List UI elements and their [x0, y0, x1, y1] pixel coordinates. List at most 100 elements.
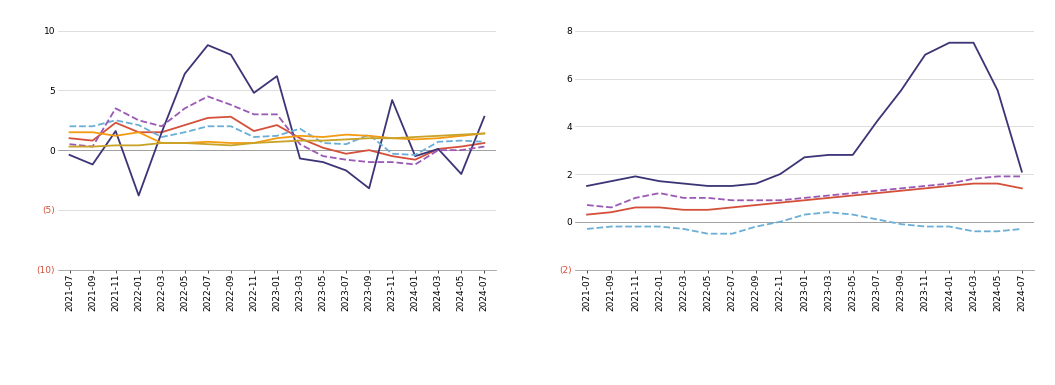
CPI:医疗保健:当月同比 — [846, 193, 859, 198]
CPI:食品:当月同比 — [63, 152, 76, 157]
CPI:消费品:当月同比 — [316, 154, 329, 159]
CPI:非食品:当月同比 — [225, 124, 237, 129]
CPI:医疗保健:医疗服务:当月同比 — [992, 174, 1004, 179]
CPI:非食品:当月同比 — [132, 123, 145, 127]
CPI:医疗保健:中药:当月同比 — [822, 152, 835, 157]
Line: CPI:服务:当月同比: CPI:服务:当月同比 — [70, 132, 484, 143]
CPI:医疗保健:中药:当月同比 — [967, 40, 980, 45]
CPI:食品:当月同比 — [202, 43, 214, 47]
CPI:消费品:当月同比 — [202, 94, 214, 99]
CPI:医疗保健:医疗服务:当月同比 — [726, 198, 738, 203]
CPI:医疗保健:当月同比 — [202, 142, 214, 147]
CPI:食品:当月同比 — [248, 90, 261, 95]
CPI:医疗保健:当月同比 — [340, 137, 352, 142]
CPI:服务:当月同比 — [455, 134, 467, 138]
CPI:消费品:当月同比 — [225, 102, 237, 107]
CPI:医疗保健:西药:当月同比 — [629, 224, 641, 229]
CPI:非食品:当月同比 — [293, 126, 306, 131]
CPI:医疗保健:中药:当月同比 — [605, 179, 617, 184]
Line: CPI:食品:当月同比: CPI:食品:当月同比 — [70, 45, 484, 196]
CPI:医疗保健:中药:当月同比 — [919, 52, 932, 57]
CPI:服务:当月同比 — [478, 131, 491, 136]
CPI:医疗保健:西药:当月同比 — [677, 227, 690, 231]
CPI:食品:当月同比 — [87, 162, 99, 167]
CPI:医疗保健:中药:当月同比 — [653, 179, 666, 184]
CPI:消费品:当月同比 — [87, 144, 99, 149]
CPI:医疗保健:西药:当月同比 — [605, 224, 617, 229]
CPI:医疗保健:当月同比 — [132, 143, 145, 148]
CPI:医疗保健:医疗服务:当月同比 — [895, 186, 907, 191]
CPI:消费品:当月同比 — [110, 106, 122, 111]
CPI:医疗保健:当月同比 — [580, 212, 593, 217]
CPI:食品:当月同比 — [293, 156, 306, 161]
CPI:当月同比 — [478, 141, 491, 145]
Line: CPI:医疗保健:医疗服务:当月同比: CPI:医疗保健:医疗服务:当月同比 — [587, 176, 1022, 208]
CPI:医疗保健:当月同比 — [110, 143, 122, 148]
CPI:医疗保健:医疗服务:当月同比 — [967, 176, 980, 181]
CPI:当月同比 — [63, 136, 76, 141]
CPI:服务:当月同比 — [202, 139, 214, 144]
CPI:医疗保健:当月同比 — [605, 210, 617, 214]
CPI:消费品:当月同比 — [478, 144, 491, 149]
CPI:医疗保健:当月同比 — [943, 184, 956, 188]
CPI:医疗保健:西药:当月同比 — [919, 224, 932, 229]
CPI:医疗保健:中药:当月同比 — [750, 181, 763, 186]
CPI:医疗保健:医疗服务:当月同比 — [653, 191, 666, 196]
CPI:医疗保健:当月同比 — [967, 181, 980, 186]
Line: CPI:医疗保健:当月同比: CPI:医疗保健:当月同比 — [587, 184, 1022, 214]
CPI:消费品:当月同比 — [248, 112, 261, 117]
CPI:非食品:当月同比 — [178, 130, 191, 135]
Line: CPI:非食品:当月同比: CPI:非食品:当月同比 — [70, 120, 484, 155]
CPI:医疗保健:西药:当月同比 — [774, 219, 787, 224]
CPI:医疗保健:西药:当月同比 — [726, 231, 738, 236]
CPI:消费品:当月同比 — [431, 148, 444, 152]
CPI:医疗保健:当月同比 — [63, 144, 76, 149]
CPI:医疗保健:当月同比 — [386, 136, 399, 141]
CPI:服务:当月同比 — [155, 141, 168, 145]
CPI:医疗保健:当月同比 — [316, 138, 329, 143]
CPI:医疗保健:西药:当月同比 — [750, 224, 763, 229]
CPI:服务:当月同比 — [248, 141, 261, 145]
CPI:医疗保健:当月同比 — [629, 205, 641, 210]
CPI:非食品:当月同比 — [455, 138, 467, 143]
CPI:医疗保健:中药:当月同比 — [799, 155, 811, 160]
CPI:医疗保健:中药:当月同比 — [726, 184, 738, 188]
CPI:医疗保健:医疗服务:当月同比 — [774, 198, 787, 203]
CPI:医疗保健:当月同比 — [248, 141, 261, 145]
CPI:消费品:当月同比 — [270, 112, 283, 117]
CPI:食品:当月同比 — [270, 74, 283, 79]
CPI:非食品:当月同比 — [478, 139, 491, 144]
CPI:医疗保健:当月同比 — [992, 181, 1004, 186]
CPI:医疗保健:西药:当月同比 — [967, 229, 980, 234]
CPI:食品:当月同比 — [409, 154, 422, 159]
CPI:当月同比 — [178, 123, 191, 127]
CPI:当月同比 — [202, 116, 214, 120]
CPI:医疗保健:当月同比 — [293, 138, 306, 143]
CPI:消费品:当月同比 — [293, 142, 306, 147]
Line: CPI:医疗保健:西药:当月同比: CPI:医疗保健:西药:当月同比 — [587, 212, 1022, 234]
CPI:医疗保健:医疗服务:当月同比 — [702, 196, 714, 200]
CPI:医疗保健:中药:当月同比 — [580, 184, 593, 188]
CPI:医疗保健:当月同比 — [431, 134, 444, 138]
CPI:消费品:当月同比 — [63, 142, 76, 147]
CPI:医疗保健:当月同比 — [178, 141, 191, 145]
CPI:医疗保健:中药:当月同比 — [943, 40, 956, 45]
CPI:医疗保健:当月同比 — [702, 208, 714, 212]
CPI:服务:当月同比 — [363, 134, 376, 138]
CPI:服务:当月同比 — [270, 136, 283, 141]
CPI:消费品:当月同比 — [363, 160, 376, 164]
CPI:当月同比 — [225, 114, 237, 119]
CPI:食品:当月同比 — [363, 186, 376, 191]
CPI:医疗保健:西药:当月同比 — [799, 212, 811, 217]
CPI:消费品:当月同比 — [178, 106, 191, 111]
CPI:消费品:当月同比 — [409, 162, 422, 167]
CPI:医疗保健:当月同比 — [1016, 186, 1029, 191]
CPI:医疗保健:中药:当月同比 — [629, 174, 641, 179]
CPI:非食品:当月同比 — [386, 151, 399, 156]
CPI:非食品:当月同比 — [87, 124, 99, 129]
CPI:服务:当月同比 — [316, 135, 329, 139]
CPI:医疗保健:当月同比 — [653, 205, 666, 210]
CPI:医疗保健:当月同比 — [726, 205, 738, 210]
CPI:非食品:当月同比 — [270, 134, 283, 138]
CPI:非食品:当月同比 — [316, 141, 329, 145]
